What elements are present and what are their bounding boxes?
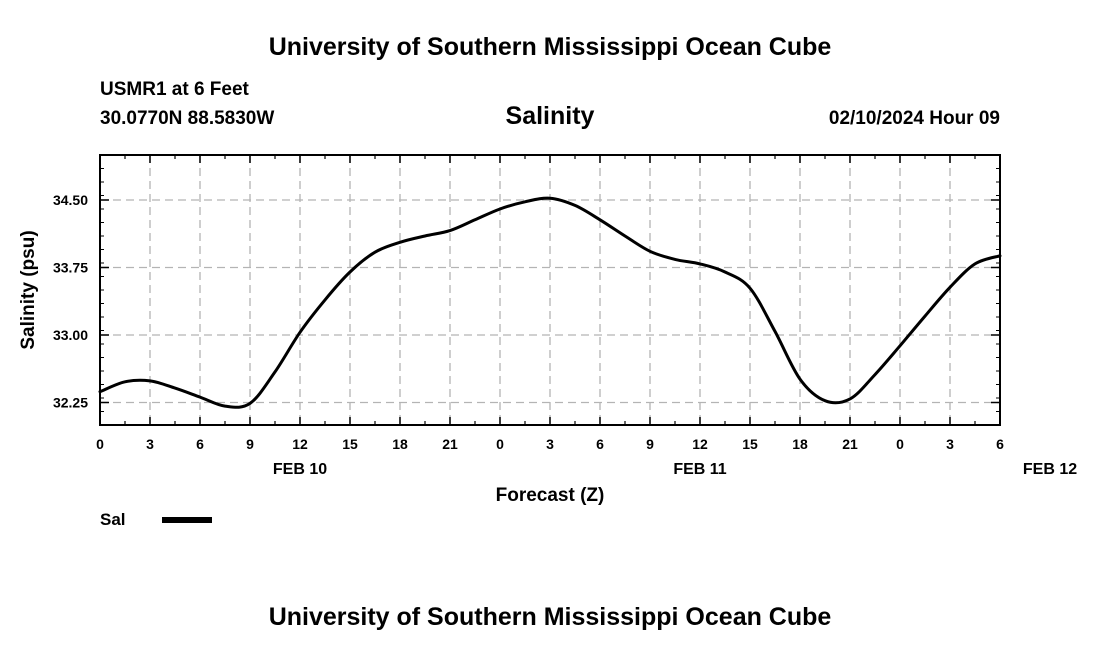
y-axis-label: Salinity (psu) xyxy=(18,230,39,349)
y-tick-label: 32.25 xyxy=(53,395,88,411)
x-tick-label: 6 xyxy=(596,436,604,452)
x-tick-label: 15 xyxy=(742,436,758,452)
station-name: USMR1 at 6 Feet xyxy=(100,79,250,100)
x-tick-label: 18 xyxy=(392,436,408,452)
x-tick-label: 15 xyxy=(342,436,358,452)
x-tick-label: 3 xyxy=(146,436,154,452)
station-coordinates: 30.0770N 88.5830W xyxy=(100,108,274,129)
date-label: FEB 10 xyxy=(273,461,327,478)
date-labels: FEB 10 FEB 11 FEB 12 xyxy=(273,461,1077,478)
y-tick-label: 34.50 xyxy=(53,192,88,208)
x-tick-labels: 0 3 6 9 12 15 18 21 0 3 6 9 12 15 18 21 0 3 6 xyxy=(96,436,1004,452)
x-tick-label: 0 xyxy=(896,436,904,452)
variable-title: Salinity xyxy=(506,102,595,130)
y-tick-label: 33.00 xyxy=(53,327,88,343)
salinity-series-line xyxy=(98,196,1002,409)
x-tick-label: 3 xyxy=(946,436,954,452)
y-tick-label: 33.75 xyxy=(53,260,88,276)
x-tick-label: 12 xyxy=(292,436,308,452)
date-label: FEB 12 xyxy=(1023,461,1077,478)
x-tick-label: 0 xyxy=(496,436,504,452)
x-tick-label: 0 xyxy=(96,436,104,452)
x-tick-label: 18 xyxy=(792,436,808,452)
x-tick-label: 6 xyxy=(996,436,1004,452)
x-tick-label: 9 xyxy=(246,436,254,452)
footer-title: University of Southern Mississippi Ocean… xyxy=(269,603,832,631)
x-tick-label: 12 xyxy=(692,436,708,452)
plot-frame xyxy=(99,154,1001,426)
x-tick-label: 3 xyxy=(546,436,554,452)
y-tick-labels: 32.25 33.00 33.75 34.50 xyxy=(53,192,88,411)
x-axis-label: Forecast (Z) xyxy=(496,485,605,506)
x-tick-label: 9 xyxy=(646,436,654,452)
legend: Sal xyxy=(100,510,212,529)
forecast-datetime: 02/10/2024 Hour 09 xyxy=(829,108,1000,129)
chart-title: University of Southern Mississippi Ocean… xyxy=(269,33,832,61)
legend-label: Sal xyxy=(100,510,126,529)
date-label: FEB 11 xyxy=(673,461,726,478)
x-tick-label: 21 xyxy=(842,436,858,452)
x-tick-label: 6 xyxy=(196,436,204,452)
x-tick-label: 21 xyxy=(442,436,458,452)
